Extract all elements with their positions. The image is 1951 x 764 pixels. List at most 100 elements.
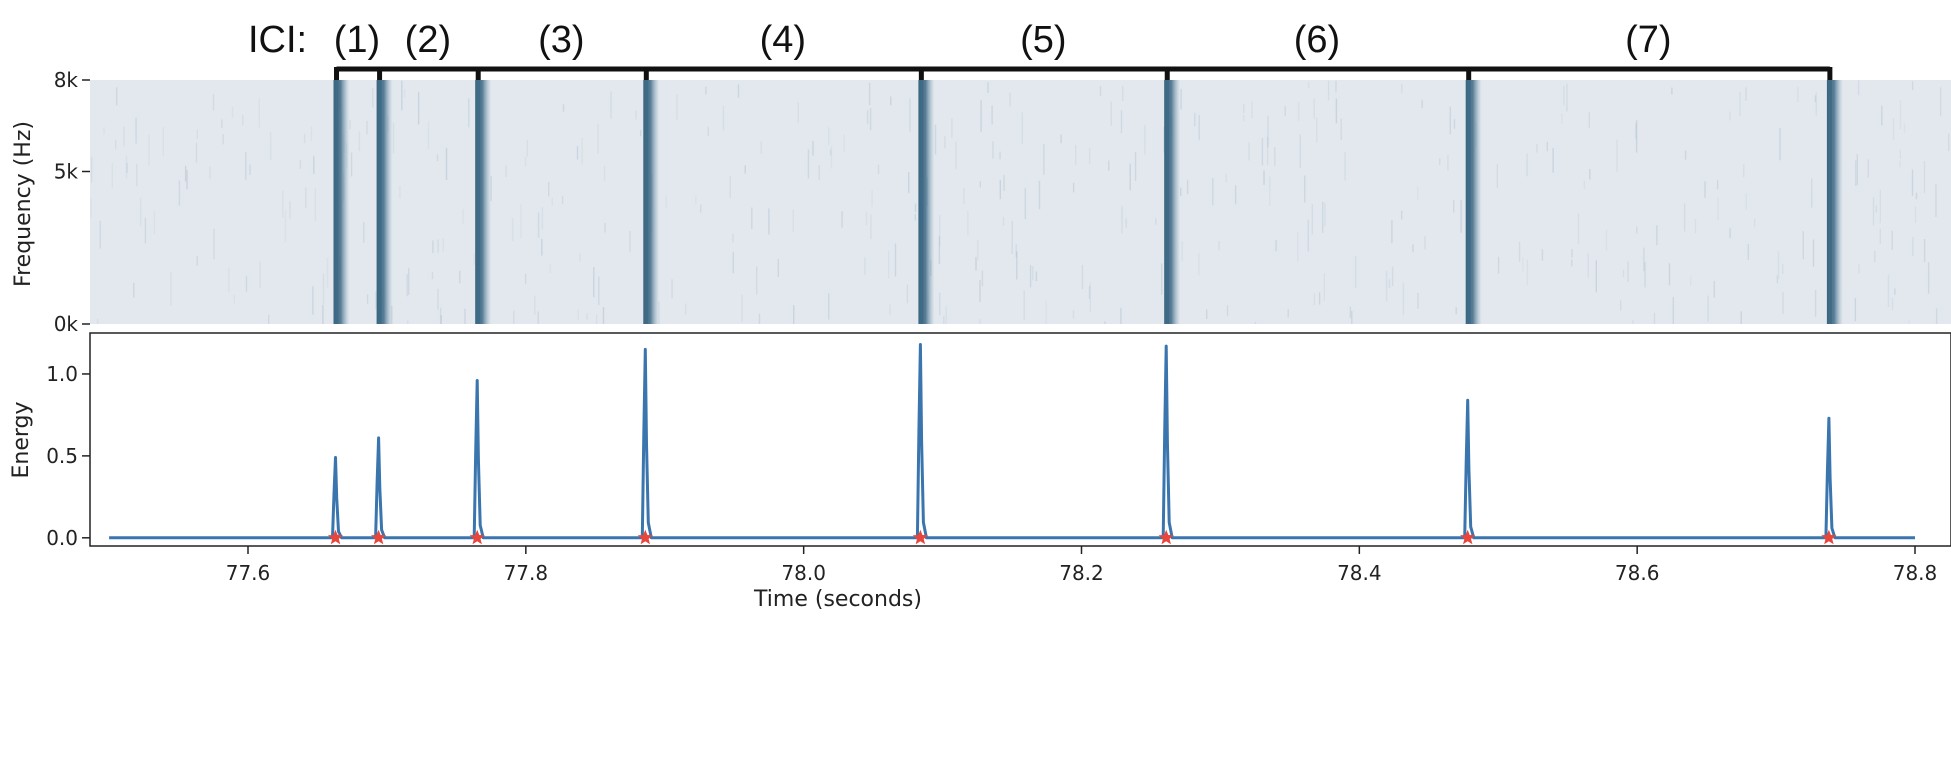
spectrogram-noise-streak (1194, 112, 1196, 127)
spectrogram-noise-streak (91, 156, 93, 183)
spectrogram-noise-streak (1620, 300, 1622, 311)
spectrogram-noise-streak (1226, 305, 1229, 317)
spectrogram-noise-streak (537, 311, 539, 324)
spectrogram-noise-streak (1643, 247, 1645, 272)
spectrogram-noise-streak (707, 126, 709, 136)
spectrogram-noise-streak (233, 295, 235, 304)
spectrogram-noise-streak (1588, 112, 1590, 128)
energy-x-tick-label: 78.2 (1059, 561, 1104, 585)
spectrogram-noise-streak (1417, 292, 1419, 309)
spectrogram-noise-streak (1814, 289, 1817, 317)
spectrogram-noise-streak (403, 89, 406, 98)
spectrogram-noise-streak (170, 272, 172, 306)
spectrogram-noise-streak (1914, 206, 1917, 223)
spectrogram-noise-streak (1180, 187, 1182, 197)
spectrogram-noise-streak (807, 149, 810, 179)
spectrogram-noise-streak (1879, 189, 1881, 224)
spectrogram-noise-streak (303, 133, 306, 144)
spectrogram-noise-streak (399, 185, 401, 199)
spectrogram-noise-streak (758, 313, 761, 324)
spectrogram-noise-streak (312, 286, 314, 315)
spectrogram-noise-streak (1120, 307, 1122, 324)
spectrogram-noise-streak (1016, 251, 1018, 280)
spectrogram-noise-streak (392, 122, 395, 154)
spectrogram-noise-streak (1388, 279, 1391, 289)
spectrogram-noise-streak (1218, 241, 1220, 251)
spectrogram-noise-streak (1275, 239, 1277, 252)
spectrogram-noise-streak (999, 180, 1001, 200)
spectrogram-noise-streak (258, 98, 260, 128)
ici-brackets: ICI: (1) (2) (3) (4) (5) (6) (7) (248, 19, 1833, 82)
spectrogram-noise-streak (751, 207, 753, 230)
spectrogram-noise-streak (1717, 197, 1719, 221)
spectrogram-noise-streak (1412, 244, 1414, 253)
ici-interval-label: (2) (405, 19, 451, 61)
spectrogram-noise-streak (979, 319, 981, 324)
energy-y-tick-label: 1.0 (46, 362, 78, 386)
spectrogram-noise-streak (445, 147, 448, 180)
spectrogram-noise-streak (1694, 219, 1697, 234)
spectrogram-noise-streak (1915, 192, 1918, 200)
spectrogram-noise-streak (431, 272, 434, 280)
spectrogram-noise-streak (436, 154, 439, 161)
spectrogram-noise-streak (685, 303, 687, 315)
spectrogram-noise-streak (1589, 169, 1591, 180)
spectrogram-noise-streak (1747, 244, 1749, 260)
spectrogram-noise-streak (1455, 307, 1457, 315)
spectrogram-noise-streak (909, 98, 911, 132)
spectrogram-noise-streak (1875, 205, 1877, 213)
spectrogram-noise-streak (1776, 275, 1778, 284)
spectrogram-noise-streak (865, 212, 868, 226)
spectrogram-noise-streak (221, 119, 223, 129)
spectrogram-noise-streak (1021, 112, 1023, 144)
spectrogram-noise-streak (977, 240, 979, 261)
spectrogram-noise-streak (103, 127, 105, 135)
spectrogram-noise-streak (213, 228, 215, 260)
spectrogram-noise-streak (1043, 144, 1045, 175)
spectrogram-noise-streak (561, 195, 564, 205)
spectrogram-noise-streak (1571, 259, 1573, 267)
spectrogram-noise-streak (1421, 100, 1423, 108)
spectrogram-noise-streak (437, 288, 439, 310)
spectrogram-noise-streak (1299, 134, 1301, 169)
spectrogram-noise-streak (439, 307, 442, 324)
spectrogram-noise-streak (1460, 200, 1462, 233)
spectrogram-noise-streak (576, 146, 579, 160)
spectrogram-noise-streak (1571, 249, 1573, 258)
spectrogram-noise-streak (1802, 231, 1804, 260)
spectrogram-noise-streak (549, 264, 551, 273)
ici-interval-label: (7) (1625, 19, 1671, 61)
spectrogram-noise-streak (1089, 282, 1091, 313)
spectrogram-noise-streak (1212, 178, 1214, 206)
spectrogram-noise-streak (1899, 160, 1901, 168)
spectrogram-noise-streak (737, 84, 740, 98)
spectrogram-noise-streak (866, 110, 869, 124)
spectrogram-noise-streak (944, 136, 946, 149)
energy-peak-marker (637, 529, 653, 545)
spectrogram-noise-streak (1351, 311, 1353, 324)
spectrogram-noise-streak (313, 155, 315, 174)
spectrogram-noise-streak (282, 190, 284, 218)
spectrogram-noise-streak (1782, 263, 1784, 274)
spectrogram-noise-streak (1526, 153, 1528, 177)
spectrogram-noise-streak (322, 273, 325, 305)
spectrogram-noise-streak (1729, 111, 1731, 121)
spectrogram-noise-streak (1453, 119, 1456, 129)
spectrogram-noise-streak (116, 87, 118, 106)
spectrogram-noise-streak (1340, 118, 1342, 141)
spectrogram-noise-streak (268, 314, 270, 324)
spectrogram-noise-streak (1344, 152, 1346, 181)
spectrogram-noise-streak (1644, 262, 1646, 288)
spectrogram-noise-streak (979, 280, 981, 302)
spectrogram-noise-streak (406, 274, 408, 297)
spectrogram-noise-streak (868, 82, 871, 106)
spectrogram-noise-streak (1536, 144, 1538, 153)
spectrogram-noise-streak (1903, 123, 1906, 133)
spectrogram-noise-streak (372, 88, 374, 108)
spectrogram-click-core (476, 80, 481, 324)
spectrogram-noise-streak (1024, 188, 1026, 219)
spectrogram-noise-streak (1402, 282, 1405, 316)
spectrogram-noise-streak (1552, 148, 1554, 173)
spectrogram-noise-streak (1935, 308, 1938, 324)
